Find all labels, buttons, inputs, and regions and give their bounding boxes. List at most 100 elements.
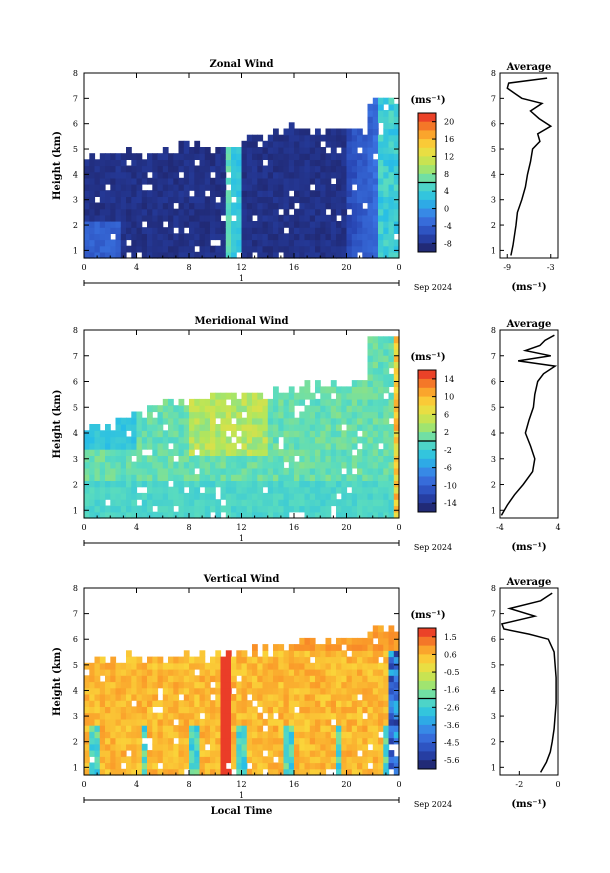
heatmap-cell (189, 449, 195, 456)
heatmap-cell (141, 706, 148, 714)
heatmap-cell (231, 405, 237, 413)
heatmap-cell (367, 637, 374, 645)
heatmap-cell (241, 762, 248, 770)
heatmap-cell (346, 190, 353, 197)
heatmap-cell (378, 480, 384, 488)
heatmap-cell (341, 737, 348, 745)
heatmap-cell (383, 134, 390, 142)
heatmap-cell (336, 474, 342, 481)
heatmap-cell (183, 165, 190, 173)
heatmap-cell (220, 492, 227, 500)
heatmap-cell (383, 762, 390, 770)
heatmap-cell (388, 165, 395, 173)
heatmap-cell (267, 134, 274, 142)
heatmap-cell (367, 190, 374, 197)
heatmap-cell (357, 725, 363, 732)
heatmap-cell (215, 233, 222, 241)
heatmap-cell (372, 687, 379, 695)
heatmap-cell (288, 159, 295, 167)
heatmap-cell (120, 687, 127, 695)
heatmap-cell (131, 202, 138, 210)
heatmap-cell (225, 449, 232, 456)
heatmap-cell (393, 221, 400, 228)
heatmap-cell (309, 153, 316, 160)
heatmap-cell (136, 165, 143, 173)
heatmap-cell (120, 153, 127, 160)
heatmap-cell (105, 251, 111, 259)
x-tick-label: 8 (186, 523, 191, 532)
heatmap-cell (273, 731, 279, 739)
heatmap-cell (246, 768, 253, 776)
heatmap-cell (257, 147, 264, 154)
heatmap-cell (346, 718, 353, 726)
heatmap-cell (367, 227, 374, 234)
heatmap-cell (283, 233, 290, 241)
heatmap-cell (157, 153, 164, 160)
heatmap-cell (204, 511, 211, 519)
heatmap-cell (225, 505, 232, 513)
heatmap-cell (194, 694, 201, 701)
heatmap-cell (178, 214, 185, 222)
heatmap-cell (304, 153, 311, 160)
heatmap-cell (372, 480, 379, 488)
heatmap-cell (388, 625, 395, 633)
heatmap-cell (84, 706, 90, 714)
heatmap-cell (141, 768, 148, 776)
heatmap-cell (178, 725, 185, 732)
heatmap-cell (372, 214, 379, 222)
heatmap-cell (273, 251, 279, 259)
heatmap-cell (173, 700, 180, 707)
heatmap-cell (299, 687, 306, 695)
heatmap-cell (257, 762, 264, 770)
heatmap-cell (236, 177, 243, 185)
heatmap-cell (357, 190, 363, 197)
heatmap-cell (210, 417, 216, 425)
heatmap-cell (252, 140, 258, 148)
heatmap-cell (126, 153, 132, 160)
heatmap-cell (278, 474, 285, 481)
heatmap-cell (178, 750, 185, 757)
heatmap-cell (309, 455, 316, 463)
heatmap-cell (152, 743, 159, 751)
heatmap-cell (189, 486, 195, 494)
heatmap-cell (162, 202, 169, 210)
heatmap-cell (378, 700, 384, 707)
heatmap-cell (157, 417, 164, 425)
heatmap-cell (304, 417, 311, 425)
heatmap-cell (367, 348, 374, 356)
heatmap-cell (115, 165, 122, 173)
heatmap-cell (173, 159, 180, 167)
heatmap-cell (309, 486, 316, 494)
heatmap-cell (157, 177, 164, 185)
heatmap-cell (336, 511, 342, 519)
heatmap-cell (199, 417, 206, 425)
heatmap-cell (136, 700, 143, 707)
heatmap-cell (388, 134, 395, 142)
heatmap-cell (236, 505, 243, 513)
heatmap-cell (136, 171, 143, 179)
colorbar-band (418, 139, 436, 149)
heatmap-cell (162, 208, 169, 216)
heatmap-cell (84, 511, 90, 519)
heatmap-cell (99, 505, 106, 513)
colorbar-tick-label: 6 (444, 410, 449, 419)
heatmap-cell (210, 656, 216, 664)
heatmap-cell (288, 196, 295, 204)
heatmap-cell (168, 511, 174, 519)
heatmap-cell (120, 712, 127, 720)
heatmap-cell (299, 750, 306, 757)
heatmap-cell (246, 700, 253, 707)
heatmap-cell (162, 750, 169, 757)
heatmap-cell (115, 700, 122, 707)
heatmap-cell (288, 442, 295, 450)
heatmap-cell (294, 725, 300, 732)
heatmap-cell (330, 687, 337, 695)
heatmap-cell (225, 687, 232, 695)
heatmap-cell (220, 436, 227, 444)
heatmap-cell (246, 411, 253, 419)
heatmap-cell (341, 392, 348, 400)
heatmap-cell (309, 233, 316, 241)
heatmap-cell (362, 756, 369, 764)
heatmap-cell (252, 662, 258, 670)
heatmap-cell (194, 411, 201, 419)
